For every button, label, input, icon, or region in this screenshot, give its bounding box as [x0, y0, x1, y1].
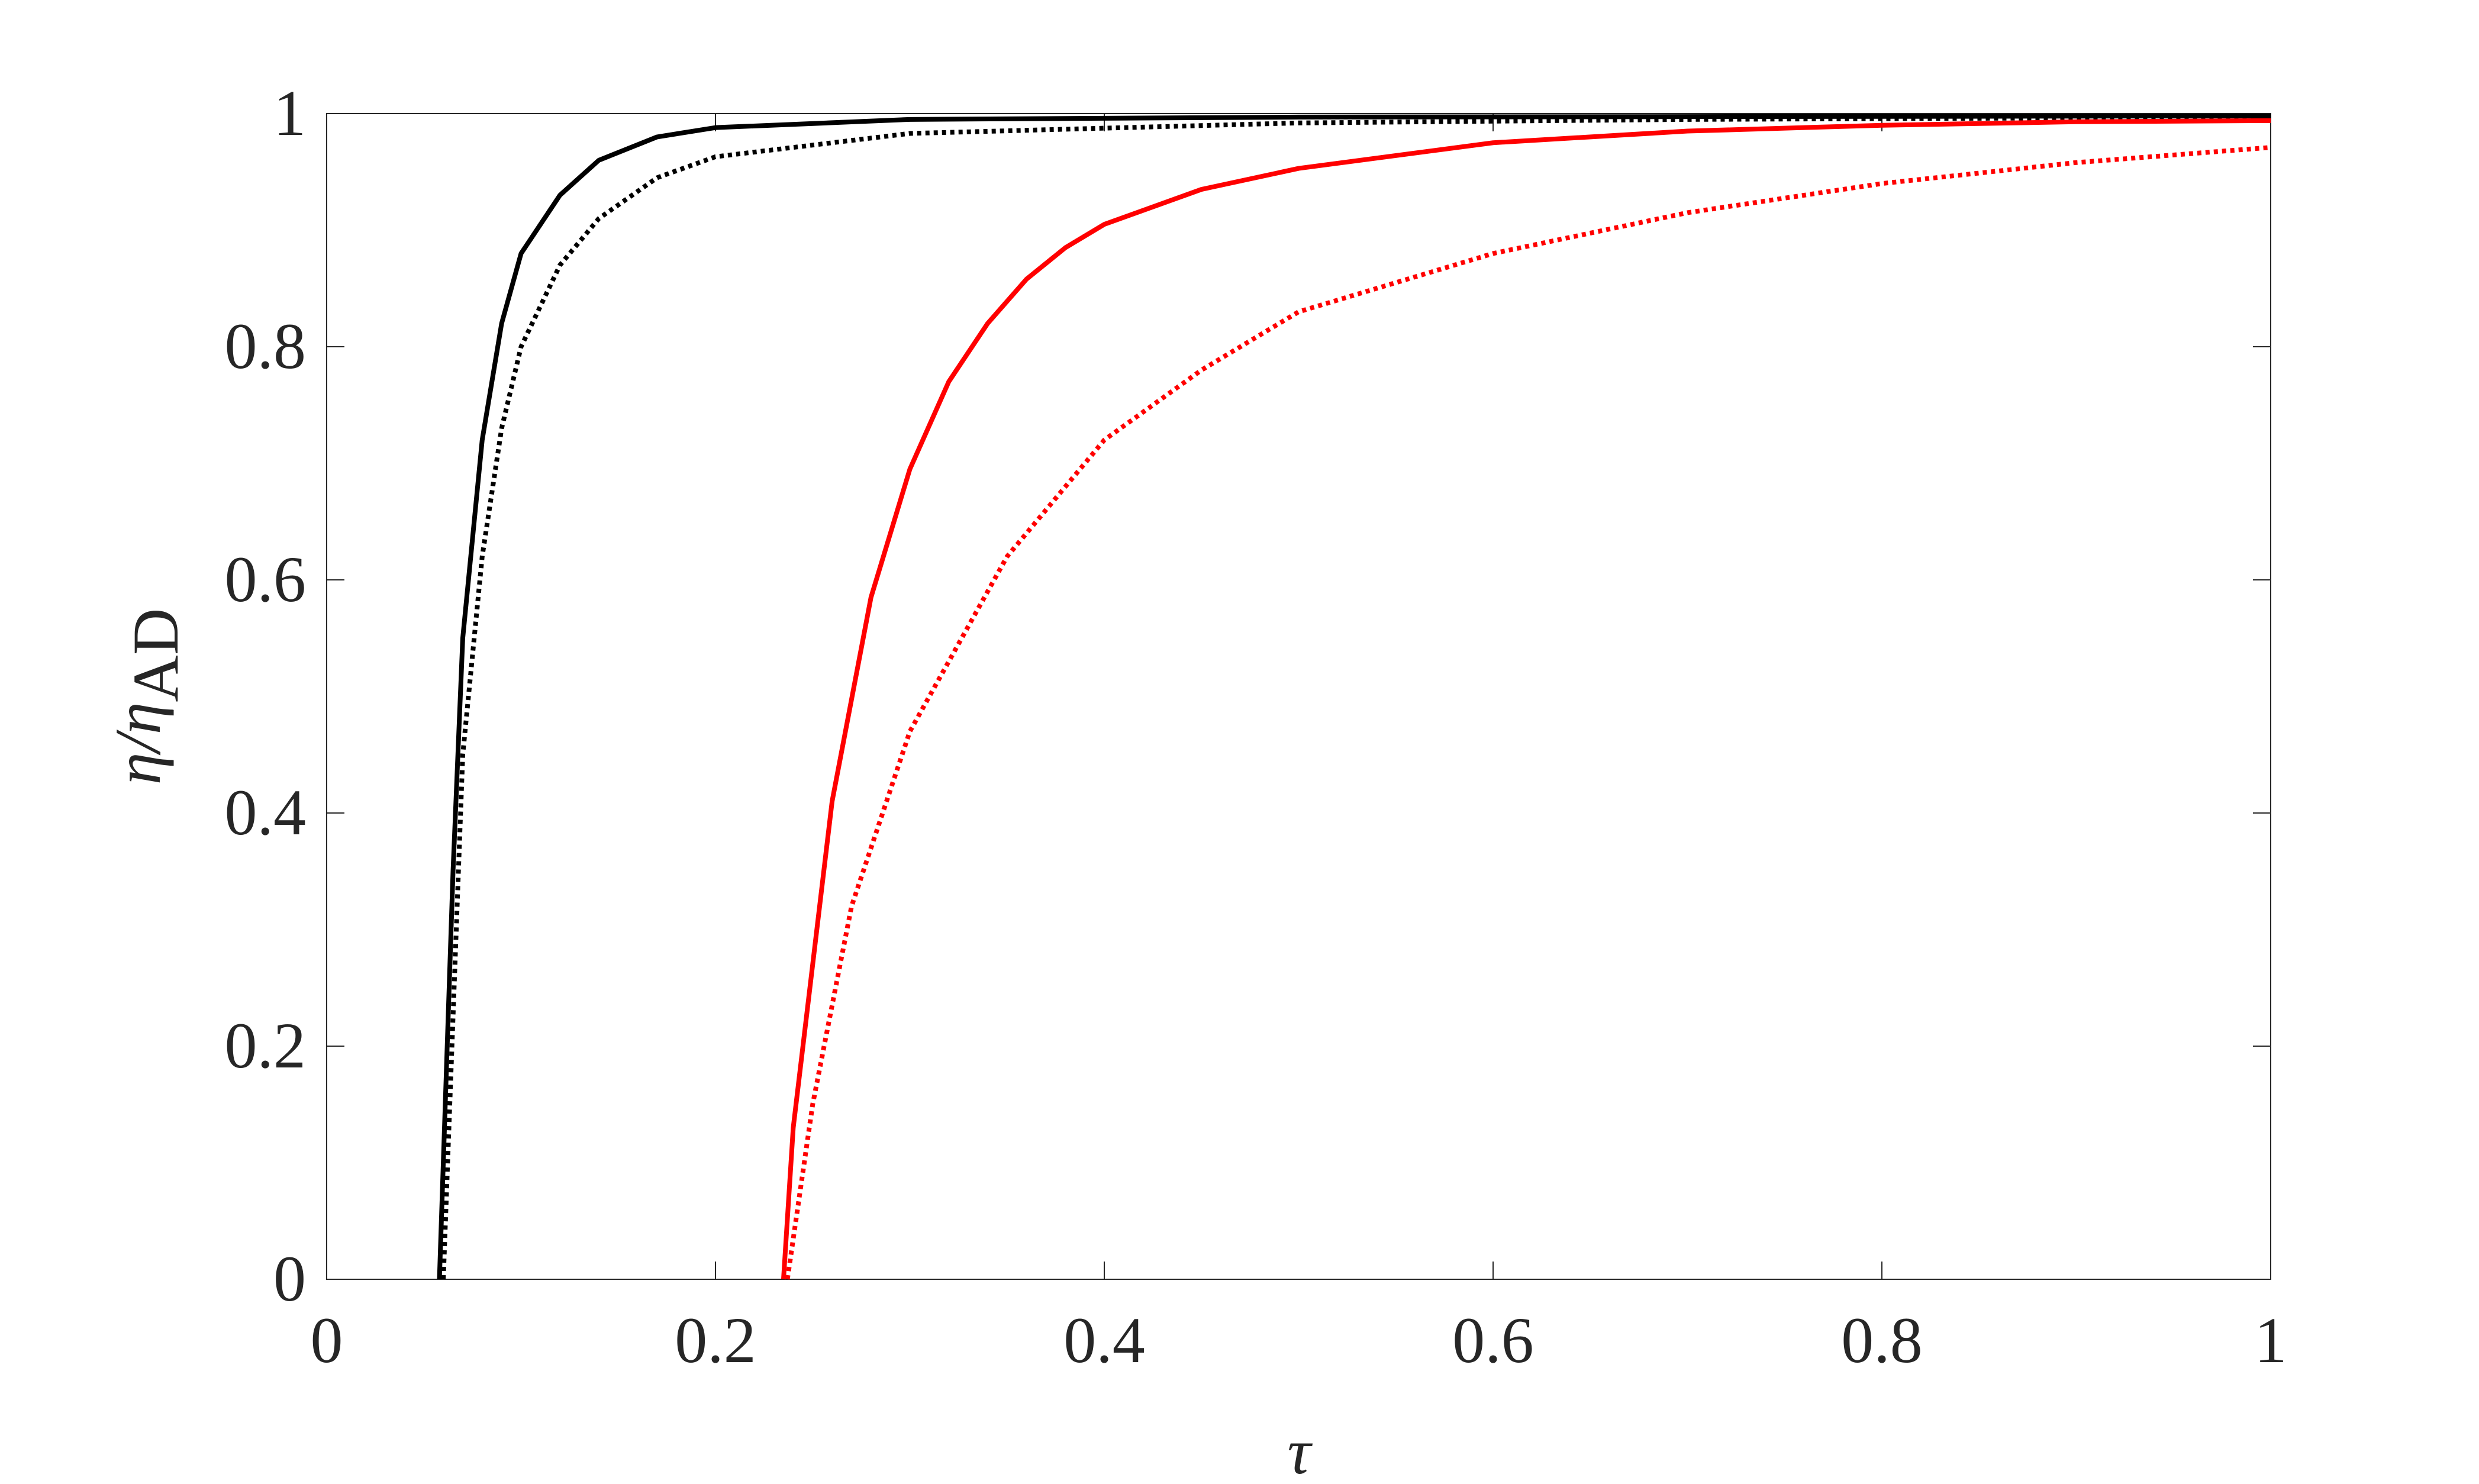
y-tick-label: 0.2 [225, 1009, 307, 1082]
x-tick-label: 0 [311, 1304, 343, 1376]
plot-frame [326, 113, 2271, 1280]
x-axis-label: τ [1287, 1415, 1313, 1484]
y-tick-label: 0.6 [225, 543, 307, 615]
series-line [785, 145, 2271, 1280]
y-axis-label-sub: AD [120, 608, 192, 702]
series-line [781, 118, 2271, 1280]
x-tick-label: 0.8 [1841, 1304, 1923, 1376]
x-tick-label: 0.6 [1452, 1304, 1534, 1376]
y-tick-label: 0.4 [225, 776, 307, 849]
x-tick-label: 0.2 [675, 1304, 756, 1376]
x-tick-label: 1 [2255, 1304, 2287, 1376]
y-tick-label: 0.8 [225, 310, 307, 382]
y-tick-label: 0 [273, 1243, 306, 1315]
series-line [437, 113, 2271, 1280]
y-axis-label: η/ηAD [102, 608, 192, 785]
series-line [441, 114, 2271, 1280]
y-axis-label-main: η/η [102, 702, 174, 785]
x-tick-label: 0.4 [1063, 1304, 1145, 1376]
y-tick-label: 1 [273, 77, 306, 149]
